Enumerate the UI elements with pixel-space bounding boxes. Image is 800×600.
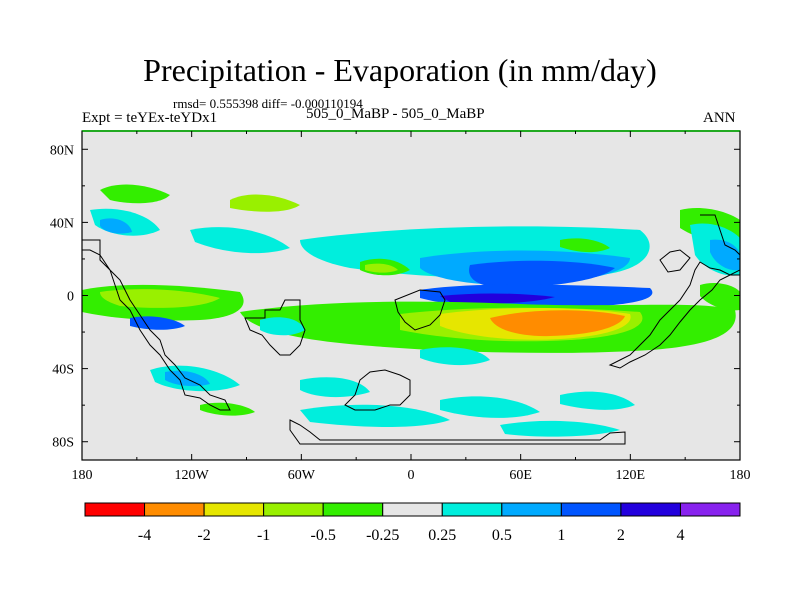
contour-sh-blue-1 <box>165 370 210 387</box>
contour-sh-green-antarctic <box>200 402 255 416</box>
experiment-label: Expt = teYEx-teYDx1 <box>82 110 218 126</box>
contour-north-cyan-3 <box>190 227 290 254</box>
contour-equator-yellow-west <box>100 289 220 308</box>
x-tick-label: 60W <box>288 468 316 483</box>
colorbar-label: -4 <box>138 527 151 544</box>
contour-sh-cyan-1 <box>260 317 305 336</box>
contour-sh-orange-core <box>490 310 625 337</box>
y-tick-label: 0 <box>67 290 74 305</box>
outline-antarctica-west <box>344 369 411 411</box>
y-tick-label: 40S <box>52 363 74 378</box>
colorbar-swatch <box>144 502 205 517</box>
contour-nh-yellow-pacific <box>365 263 398 273</box>
contour-sh-cyan-3 <box>300 377 370 398</box>
colorbar-swatch <box>679 502 741 517</box>
contour-north-green-2 <box>230 194 300 212</box>
contour-sh-cyan-7 <box>300 404 450 427</box>
colorbar-swatch <box>263 502 324 517</box>
colorbar-swatch <box>203 502 265 517</box>
colorbar-label: 4 <box>676 527 684 544</box>
contour-east-green-2 <box>700 282 740 311</box>
outline-east-island <box>659 249 691 273</box>
colorbar-swatch <box>441 502 503 517</box>
colorbar-label: -2 <box>197 527 210 544</box>
colorbar-label: 2 <box>617 527 625 544</box>
colorbar-swatch <box>501 502 562 517</box>
contour-sh-cyan-8 <box>500 420 620 437</box>
x-tick-label: 180 <box>730 468 751 483</box>
contour-field <box>82 184 740 437</box>
contour-north-darkblue-band <box>469 260 615 288</box>
x-tick-label: 120E <box>616 468 646 483</box>
case-names: 505_0_MaBP - 505_0_MaBP <box>306 106 485 122</box>
rmsd-diff-stats: rmsd= 0.555398 diff= -0.000110194 <box>173 96 363 111</box>
colorbar-swatch <box>620 502 681 517</box>
colorbar-swatch <box>382 502 443 517</box>
colorbar-label: 1 <box>557 527 565 544</box>
colorbar-label: -1 <box>257 527 270 544</box>
contour-equatorial-core <box>440 293 555 304</box>
contour-north-cyan-2 <box>100 218 132 234</box>
colorbar-swatch <box>560 502 622 517</box>
contour-north-green-1 <box>100 184 170 204</box>
colorbar-label: -0.25 <box>366 527 399 544</box>
contour-sh-cyan-6 <box>560 391 635 410</box>
outline-africa <box>394 289 446 331</box>
outline-south-america <box>244 299 306 356</box>
colorbar: -4 -2 -1 -0.5 -0.25 0.25 0.5 1 2 4 <box>84 502 741 544</box>
colorbar-label: 0.25 <box>428 527 456 544</box>
x-tick-label: 60E <box>509 468 532 483</box>
colorbar-label: 0.5 <box>492 527 512 544</box>
y-tick-label: 40N <box>50 216 74 231</box>
axis-ticks: 180 120W 60W 0 60E 120E 180 80N 40N 0 40S 80S <box>50 131 751 483</box>
contour-nh-green-east <box>560 238 610 253</box>
y-tick-label: 80S <box>52 436 74 451</box>
contour-sh-cyan-2 <box>420 347 490 366</box>
outline-east-continent <box>608 214 740 369</box>
contour-east-blue <box>710 239 740 271</box>
outline-south-pole-shelf <box>289 419 626 445</box>
y-tick-label: 80N <box>50 143 74 158</box>
colorbar-label: -0.5 <box>311 527 336 544</box>
colorbar-swatch <box>322 502 384 517</box>
outline-west-continent <box>82 239 231 411</box>
contour-sh-cyan-5 <box>440 396 540 418</box>
continent-outlines <box>82 214 740 445</box>
x-tick-label: 120W <box>175 468 210 483</box>
x-tick-label: 0 <box>408 468 415 483</box>
season-label: ANN <box>703 110 736 126</box>
colorbar-swatch <box>84 502 146 517</box>
x-tick-label: 180 <box>72 468 93 483</box>
chart-title: Precipitation - Evaporation (in mm/day) <box>143 52 657 88</box>
